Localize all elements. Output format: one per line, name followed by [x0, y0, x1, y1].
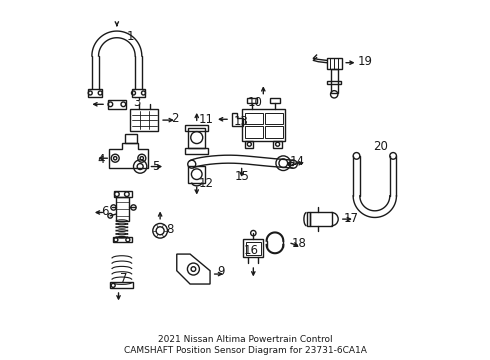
Bar — [116, 198, 129, 221]
Bar — [113, 238, 132, 242]
Bar — [108, 100, 126, 109]
Bar — [185, 125, 208, 131]
Bar — [270, 98, 280, 103]
Text: 8: 8 — [166, 223, 173, 236]
Bar — [246, 242, 261, 255]
Bar — [110, 282, 133, 288]
Bar — [189, 166, 205, 183]
Bar — [244, 239, 263, 257]
Text: 11: 11 — [198, 113, 214, 126]
Text: 16: 16 — [244, 244, 259, 257]
Text: 9: 9 — [218, 265, 225, 278]
Bar — [327, 81, 341, 84]
Bar — [307, 212, 310, 226]
Text: 2: 2 — [171, 112, 179, 125]
Bar — [114, 191, 132, 198]
Text: 13: 13 — [233, 115, 248, 128]
Text: 14: 14 — [289, 155, 304, 168]
Bar — [88, 89, 102, 96]
Bar — [245, 126, 263, 138]
Bar — [265, 113, 283, 124]
Bar — [125, 134, 137, 143]
Text: 12: 12 — [198, 177, 214, 190]
Text: 7: 7 — [120, 272, 127, 285]
Text: 17: 17 — [343, 212, 358, 225]
Text: 20: 20 — [373, 140, 388, 153]
Bar — [242, 109, 285, 141]
Bar — [265, 126, 283, 138]
Bar — [245, 141, 253, 148]
Bar — [189, 127, 205, 148]
Bar — [130, 109, 158, 131]
Text: 10: 10 — [247, 96, 263, 109]
Bar — [246, 98, 257, 103]
Bar — [273, 141, 282, 148]
Text: 3: 3 — [133, 96, 141, 109]
Text: 19: 19 — [358, 55, 372, 68]
Bar — [185, 148, 208, 154]
Bar — [326, 58, 342, 69]
Bar — [331, 69, 338, 93]
Text: 2021 Nissan Altima Powertrain Control
CAMSHAFT Position Sensor Diagram for 23731: 2021 Nissan Altima Powertrain Control CA… — [123, 335, 367, 355]
Text: 4: 4 — [97, 153, 104, 166]
Text: 6: 6 — [101, 205, 109, 218]
Text: 5: 5 — [152, 160, 160, 173]
Text: 1: 1 — [126, 30, 134, 42]
Bar — [131, 89, 146, 96]
Bar — [288, 162, 293, 165]
Text: 18: 18 — [292, 237, 306, 249]
Text: 15: 15 — [234, 170, 249, 183]
Bar — [310, 212, 332, 226]
Bar — [245, 113, 263, 124]
